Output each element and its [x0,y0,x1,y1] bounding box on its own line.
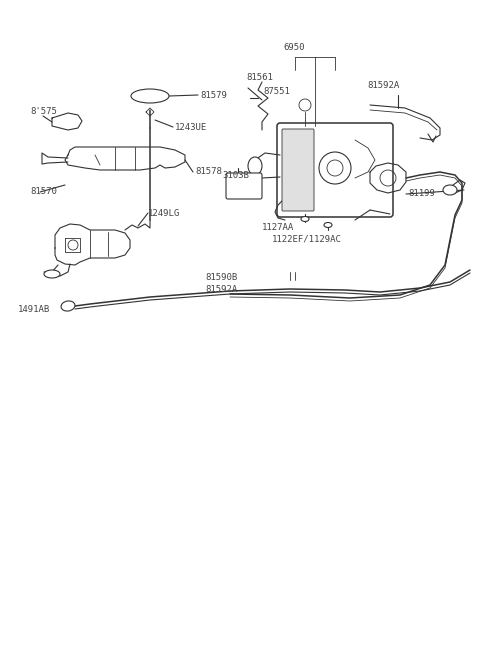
Text: 81592A: 81592A [205,284,237,294]
Text: 81579: 81579 [200,91,227,99]
Text: 81590B: 81590B [205,273,237,283]
Text: 81592A: 81592A [367,81,399,89]
Text: 1127AA: 1127AA [262,223,294,233]
Ellipse shape [131,89,169,103]
Text: 81578: 81578 [195,168,222,177]
Ellipse shape [299,99,311,111]
Text: 6950: 6950 [283,43,304,51]
Ellipse shape [44,270,60,278]
FancyBboxPatch shape [282,129,314,211]
Ellipse shape [324,223,332,227]
Text: 1122EF/1129AC: 1122EF/1129AC [272,235,342,244]
Ellipse shape [443,185,457,195]
Text: 81561: 81561 [246,74,273,83]
Ellipse shape [301,217,309,221]
Ellipse shape [61,301,75,311]
Text: 1491AB: 1491AB [18,306,50,315]
Text: 81199: 81199 [408,189,435,198]
Text: 1243UE: 1243UE [175,122,207,131]
Text: 8'575: 8'575 [30,108,57,116]
FancyBboxPatch shape [277,123,393,217]
Ellipse shape [248,157,262,175]
Text: 87551: 87551 [263,87,290,95]
Text: 3103B: 3103B [222,171,249,179]
FancyBboxPatch shape [226,173,262,199]
Text: 1249LG: 1249LG [148,208,180,217]
Text: 81570: 81570 [30,187,57,196]
